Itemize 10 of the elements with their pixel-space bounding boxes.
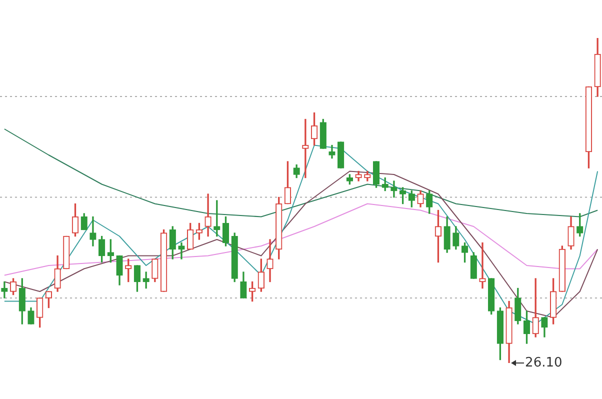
- candlestick: [266, 239, 274, 282]
- candlestick: [1, 281, 8, 298]
- candlestick: [302, 118, 309, 178]
- candlestick: [142, 272, 150, 289]
- candlestick: [90, 216, 96, 246]
- candlestick: [390, 180, 398, 198]
- candlestick: [479, 242, 486, 289]
- annotation: 26.10: [525, 355, 562, 370]
- candlestick: [204, 194, 212, 237]
- candlestick: [178, 242, 185, 260]
